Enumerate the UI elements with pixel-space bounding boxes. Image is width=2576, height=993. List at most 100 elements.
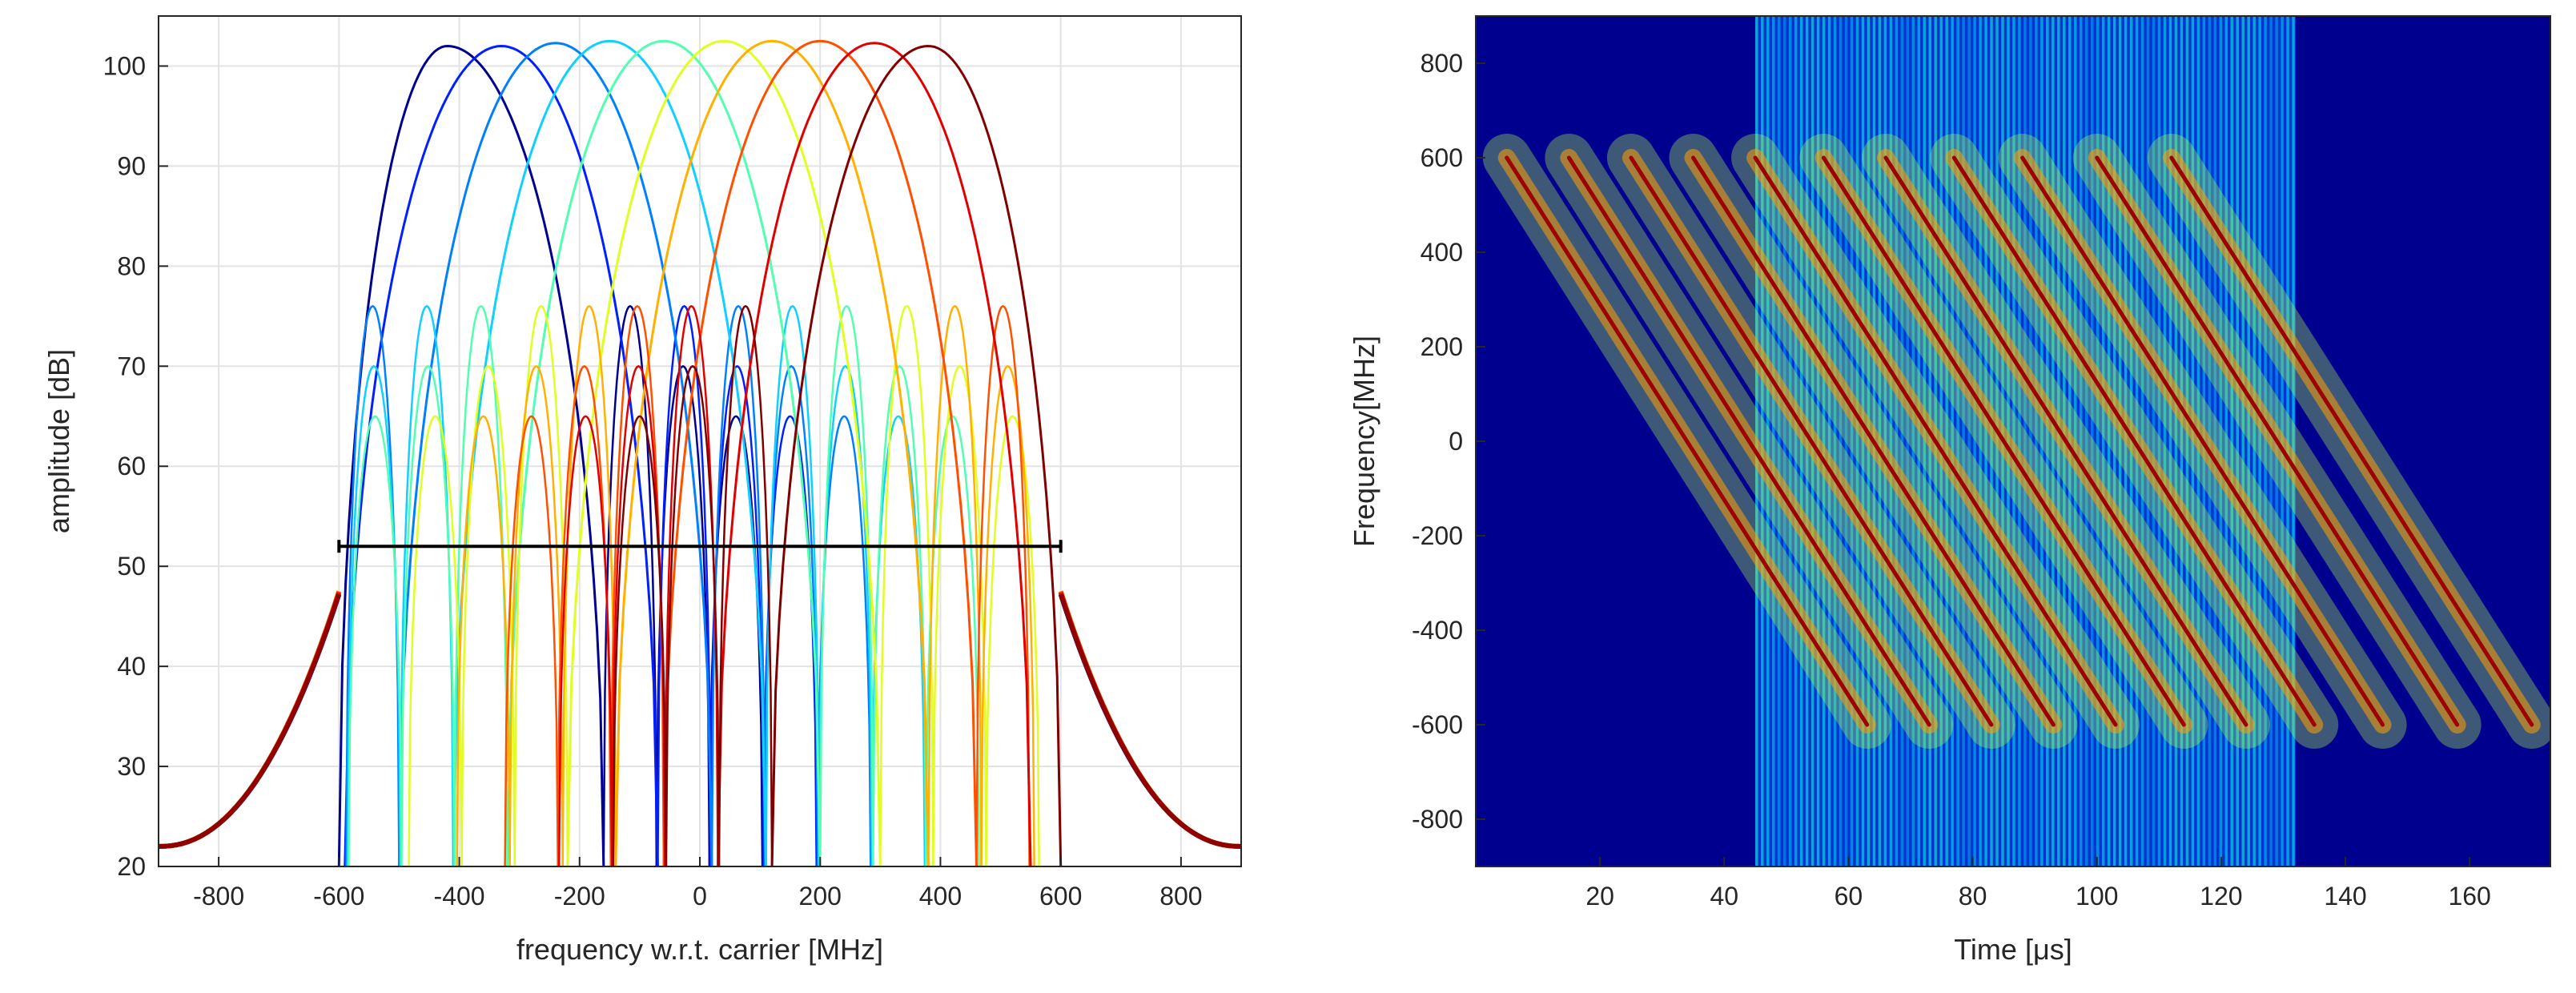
spectrogram-stripe [1772, 16, 1775, 866]
side-lobe-curve [710, 304, 766, 866]
spectrogram-stripe [2029, 16, 2032, 866]
spectrogram-stripe [2146, 16, 2150, 866]
spectrogram-stripe [1906, 16, 1910, 866]
spectrogram-stripe [2174, 16, 2178, 866]
spectrogram-stripe [2018, 16, 2021, 866]
chirp-line [1629, 155, 1994, 727]
side-lobe-curve [980, 364, 1035, 866]
spectrogram-stripe [2230, 16, 2233, 866]
side-lobe-curve [665, 364, 721, 866]
spectrogram-stripe [1951, 16, 1954, 866]
right-x-tick-label: 140 [2324, 882, 2366, 911]
spectrogram-stripe [2080, 16, 2083, 866]
right-x-tick-label: 120 [2200, 882, 2242, 911]
spectrogram-stripe [2213, 16, 2217, 866]
right-x-axis-label: Time [μs] [1954, 933, 2072, 966]
side-lobe-curve [664, 304, 719, 866]
chirp-line [1753, 155, 2118, 727]
left-x-axis-label: frequency w.r.t. carrier [MHz] [516, 933, 883, 966]
spectrogram-stripe [2023, 16, 2027, 866]
main-lobe-curve [614, 39, 930, 866]
spectrogram-stripe [2180, 16, 2184, 866]
side-lobe-curve [460, 364, 516, 866]
left-y-tick-label: 100 [103, 51, 146, 80]
spectrogram-stripe [2052, 16, 2055, 866]
spectrogram-stripe [1984, 16, 1987, 866]
main-lobe-curve [717, 42, 1032, 866]
side-lobe-curve [504, 415, 559, 866]
main-lobe-curve [506, 39, 822, 866]
right-y-tick-label: 600 [1421, 143, 1463, 172]
side-lobe-curve [925, 415, 980, 866]
side-lobe-curve [348, 415, 403, 866]
spectrogram-stripe [2152, 16, 2156, 866]
left-x-tick-label: 0 [693, 882, 707, 911]
main-lobe-curve [337, 44, 605, 866]
spectrogram-stripe [1778, 16, 1781, 866]
main-lobe-curve [397, 42, 713, 866]
right-x-tick-label: 160 [2448, 882, 2490, 911]
spectrogram-chart: 20 40 60 80 100 120 140 160 -800 -600 -400 -200 0 200… [1348, 15, 2551, 966]
main-lobe-curve [662, 39, 978, 866]
spectrogram-stripe [2035, 16, 2038, 866]
spectrogram-stripe [2157, 16, 2161, 866]
right-x-tick-label: 40 [1710, 882, 1738, 911]
out-of-band-tail [159, 593, 342, 849]
spectrogram-stripe [1895, 16, 1899, 866]
spectrogram-stripe [1839, 16, 1843, 866]
right-y-tick-label: 0 [1449, 427, 1463, 456]
spectrogram-stripe [2258, 16, 2261, 866]
chirp-line [1821, 155, 2186, 727]
spectrogram-stripe [1923, 16, 1927, 866]
right-x-tick-label: 80 [1959, 882, 1987, 911]
main-lobe-curve [452, 39, 768, 866]
right-y-tick-label: 400 [1421, 238, 1463, 267]
main-lobe-curve [770, 44, 1063, 866]
left-y-tick-label: 30 [117, 752, 146, 781]
spectrogram-stripe [1788, 16, 1792, 866]
left-y-tick-label: 60 [117, 452, 146, 480]
side-lobe-curve [561, 304, 617, 866]
side-lobe-curve [612, 415, 668, 866]
right-heatmap [1482, 16, 2550, 866]
side-lobe-curve [872, 364, 927, 866]
right-y-tick-label: -400 [1412, 616, 1463, 645]
spectrogram-stripe [2040, 16, 2044, 866]
spectrogram-stripe [2118, 16, 2122, 866]
side-lobe-curve [346, 364, 402, 866]
left-x-tick-label: -800 [193, 882, 244, 911]
spectrogram-stripe [2112, 16, 2116, 866]
left-x-tick-label: 800 [1159, 882, 1202, 911]
spectrogram-stripe [1782, 16, 1786, 866]
left-x-tick-label: -400 [434, 882, 485, 911]
right-y-tick-label: -800 [1412, 805, 1463, 834]
chirp-line [1691, 155, 2056, 727]
left-x-tick-label: -600 [313, 882, 364, 911]
spectrogram-stripe [1917, 16, 1921, 866]
spectrogram-stripe [1911, 16, 1915, 866]
spectrogram-stripe [2219, 16, 2223, 866]
spectrogram-stripe [2046, 16, 2049, 866]
spectrogram-stripe [2252, 16, 2256, 866]
chirp-line [1883, 155, 2248, 727]
chirp-line [2020, 155, 2385, 727]
spectrogram-stripe [1889, 16, 1893, 866]
spectrogram-stripe [1844, 16, 1848, 866]
left-y-axis-label: amplitude [dB] [42, 349, 75, 533]
left-x-tick-label: -200 [554, 882, 605, 911]
left-y-tick-label: 20 [117, 852, 146, 881]
spectrogram-stripe [2185, 16, 2189, 866]
left-y-tick-label: 50 [117, 552, 146, 581]
side-lobe-curve [602, 304, 658, 866]
side-lobe-curve [818, 304, 874, 866]
side-lobe-curve [400, 364, 456, 866]
spectrogram-stripe [1979, 16, 1982, 866]
spectrogram-stripe [1794, 16, 1798, 866]
left-y-tick-label: 90 [117, 151, 146, 180]
right-x-tick-label: 20 [1585, 882, 1614, 911]
side-lobe-curve [927, 304, 983, 866]
spectrogram-stripe [1883, 16, 1887, 866]
chirp-line [1566, 155, 1931, 727]
spectrogram-stripe [2224, 16, 2228, 866]
